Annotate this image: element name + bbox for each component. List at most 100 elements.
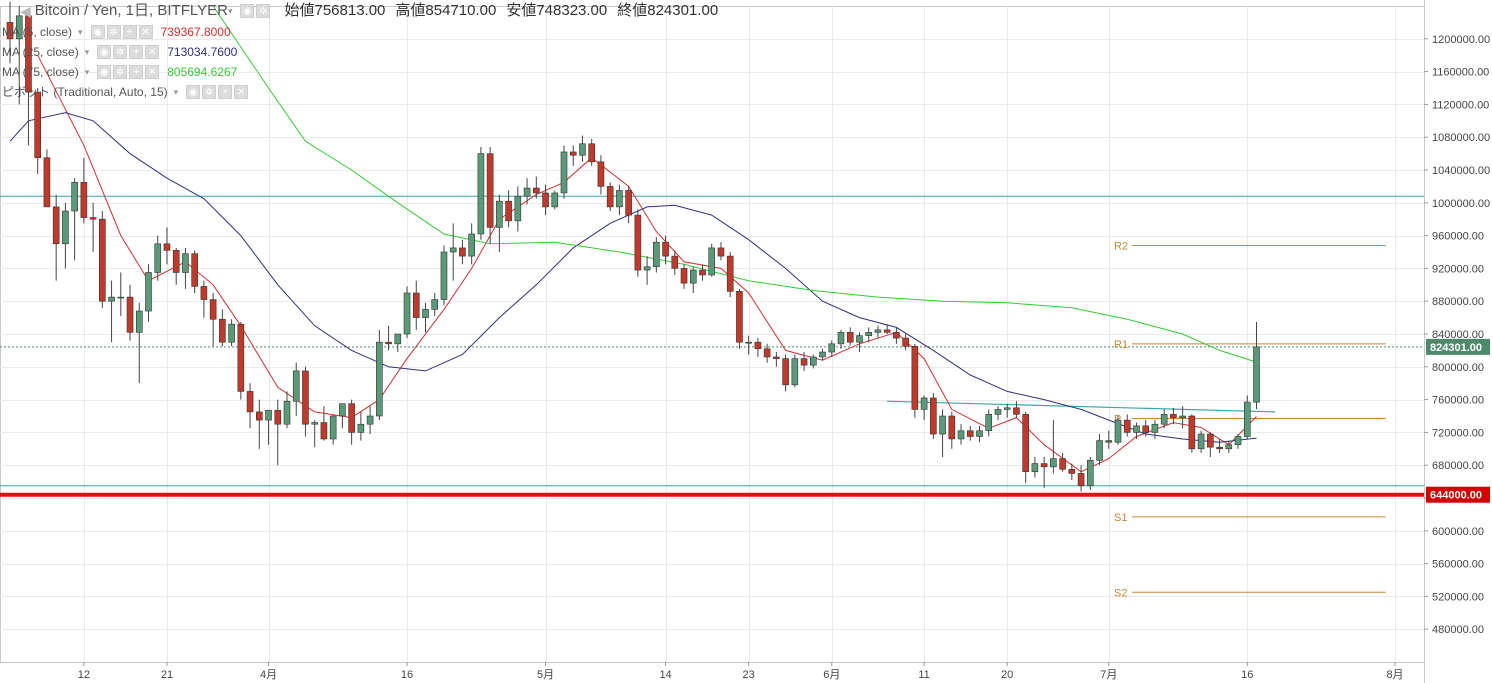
candle-body <box>1105 440 1113 443</box>
candle-body <box>6 22 14 40</box>
candle-body <box>1068 468 1076 474</box>
candle-body <box>117 296 125 299</box>
collapse-icon[interactable]: ◀ <box>20 3 31 19</box>
candle-body <box>486 153 494 228</box>
candle-body <box>966 430 974 437</box>
gear-icon[interactable]: ✲ <box>256 4 271 18</box>
candle-body <box>1234 436 1242 445</box>
candle-body <box>551 192 559 208</box>
candle-body <box>1031 463 1039 473</box>
eye-icon[interactable]: ◉ <box>97 65 112 79</box>
candle-body <box>200 286 208 300</box>
candle-body <box>773 356 780 359</box>
candle-body <box>763 348 771 358</box>
candle-body <box>699 269 706 276</box>
chevron-down-icon[interactable]: ▾ <box>78 27 83 37</box>
y-tick-label: 480000.00 <box>1432 624 1484 636</box>
support-price-tag-text: 644000.00 <box>1430 490 1482 502</box>
candle-body <box>440 251 448 300</box>
indicator-name[interactable]: MA (75, close) <box>2 65 79 79</box>
indicator-row[interactable]: MA (5, close) ▾ ◉ ✲ + ✕ 739367.8000 <box>2 22 722 42</box>
candle-body <box>708 247 716 276</box>
candle-body <box>403 292 411 335</box>
candle-body <box>172 250 180 273</box>
candle-body <box>1077 473 1085 486</box>
y-tick-label: 1200000.00 <box>1432 34 1490 46</box>
open-label: 始値 <box>284 2 315 19</box>
gear-icon[interactable]: ✲ <box>113 65 128 79</box>
x-tick-label: 8月 <box>1386 669 1403 681</box>
candle-body <box>246 391 254 413</box>
indicator-row[interactable]: MA (25, close) ▾ ◉ ✲ + ✕ 713034.7600 <box>2 42 722 62</box>
x-tick-label: 6月 <box>823 669 840 681</box>
candle-body <box>671 255 679 269</box>
indicator-row[interactable]: MA (75, close) ▾ ◉ ✲ + ✕ 805694.6267 <box>2 62 722 82</box>
y-tick-label: 840000.00 <box>1432 329 1484 341</box>
indicator-name[interactable]: MA (5, close) <box>2 25 73 39</box>
candle-body <box>459 247 466 257</box>
candle-body <box>89 217 97 220</box>
candle-body <box>1123 419 1131 433</box>
candle-body <box>1197 433 1205 450</box>
eye-icon[interactable]: ◉ <box>90 25 105 39</box>
candle-body <box>819 351 826 358</box>
candle-body <box>532 187 540 194</box>
candle-body <box>237 323 245 392</box>
symbol-title[interactable]: Bitcoin / Yen, 1日, BITFLYER <box>34 2 228 19</box>
candle-body <box>1050 458 1057 468</box>
y-tick-label: 1120000.00 <box>1432 99 1489 111</box>
close-icon[interactable]: ✕ <box>145 65 160 79</box>
indicator-controls: ◉ ✲ + ✕ <box>90 25 153 39</box>
eye-icon[interactable]: ◉ <box>186 85 201 99</box>
candle-body <box>1170 414 1177 418</box>
candle-body <box>1040 463 1048 468</box>
plus-icon[interactable]: + <box>122 25 137 39</box>
x-tick-label: 5月 <box>537 669 554 681</box>
close-icon[interactable]: ✕ <box>145 45 160 59</box>
indicator-name[interactable]: ピボット (Traditional, Auto, 15) <box>2 85 168 99</box>
candle-body <box>80 182 88 218</box>
x-tick-label: 4月 <box>260 669 277 681</box>
candle-body <box>43 157 51 208</box>
gear-icon[interactable]: ✲ <box>113 45 128 59</box>
indicator-name[interactable]: MA (25, close) <box>2 45 79 59</box>
gear-icon[interactable]: ✲ <box>106 25 121 39</box>
candle-body <box>292 370 300 402</box>
candle-body <box>1022 414 1029 473</box>
x-tick-label: 20 <box>1001 669 1013 681</box>
candle-body <box>588 143 596 163</box>
legend: ◀ Bitcoin / Yen, 1日, BITFLYER ▾ ◉ ✲ 始値 75… <box>2 0 722 102</box>
candle-body <box>856 335 863 343</box>
x-tick-label: 16 <box>1241 669 1253 681</box>
candle-body <box>1225 444 1233 450</box>
candle-body <box>948 415 956 440</box>
eye-icon[interactable]: ◉ <box>240 4 255 18</box>
eye-icon[interactable]: ◉ <box>97 45 112 59</box>
gear-icon[interactable]: ✲ <box>202 85 217 99</box>
candle-body <box>228 323 235 343</box>
candle-body <box>662 241 669 257</box>
plus-icon[interactable]: + <box>129 65 144 79</box>
candle-body <box>994 409 1002 415</box>
candle-body <box>1243 401 1251 437</box>
candle-body <box>606 186 614 208</box>
y-tick-label: 960000.00 <box>1432 231 1484 243</box>
chevron-down-icon[interactable]: ▾ <box>84 67 90 77</box>
candle-body <box>837 332 845 345</box>
candle-body <box>828 343 836 353</box>
close-icon[interactable]: ✕ <box>234 85 249 99</box>
candle-body <box>634 214 642 271</box>
chevron-down-icon[interactable]: ▾ <box>227 6 233 16</box>
indicator-row[interactable]: ピボット (Traditional, Auto, 15) ▾ ◉ ✲ + ✕ <box>2 82 722 102</box>
candle-body <box>311 422 319 425</box>
chevron-down-icon[interactable]: ▾ <box>173 87 179 97</box>
close-icon[interactable]: ✕ <box>138 25 153 39</box>
plus-icon[interactable]: + <box>129 45 144 59</box>
candle-body <box>1087 459 1094 486</box>
chevron-down-icon[interactable]: ▾ <box>84 47 90 57</box>
y-tick-label: 800000.00 <box>1432 362 1484 374</box>
candle-body <box>1216 446 1223 450</box>
plus-icon[interactable]: + <box>218 85 233 99</box>
